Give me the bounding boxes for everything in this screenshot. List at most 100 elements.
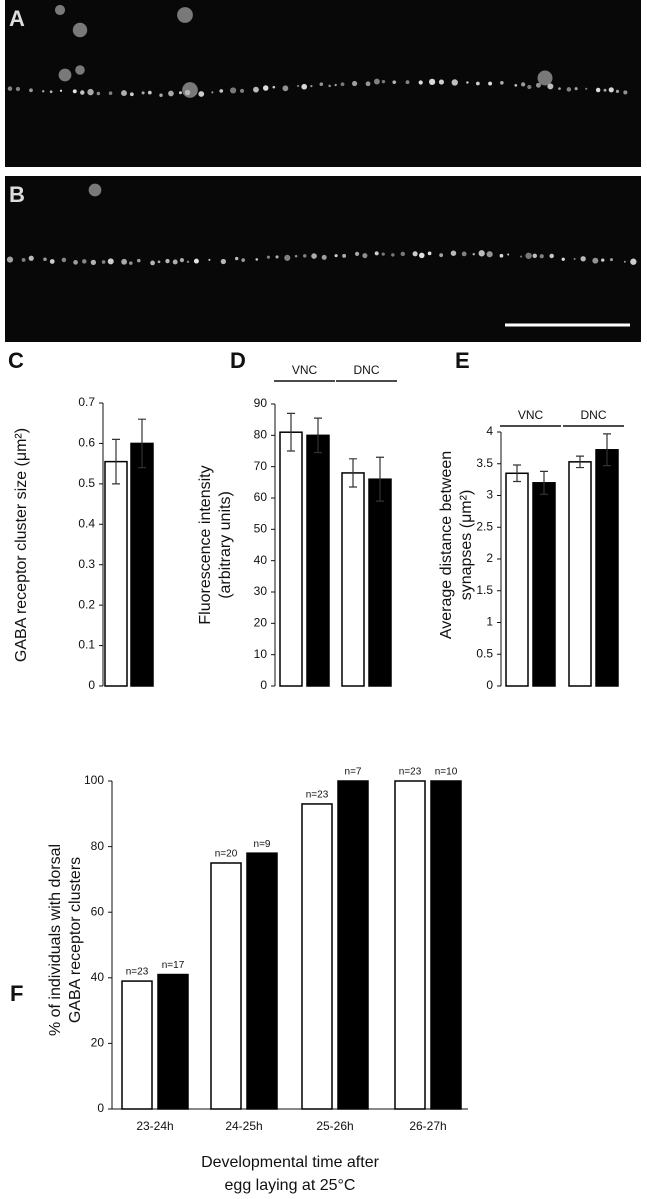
punctum	[96, 91, 101, 96]
y-tick-label: 0.3	[78, 557, 95, 571]
y-tick-label: 0	[97, 1101, 104, 1115]
y-tick-label: 3.5	[476, 456, 493, 470]
punctum	[296, 84, 300, 88]
punctum	[520, 82, 526, 87]
y-tick-label: 50	[254, 522, 268, 536]
punctum	[362, 253, 368, 259]
y-tick-label: 20	[91, 1036, 105, 1050]
y-axis-label: (arbitrary units)	[217, 491, 234, 599]
punctum	[262, 85, 269, 91]
punctum	[43, 257, 47, 262]
error-bar	[349, 458, 357, 488]
y-tick-label: 0.5	[78, 476, 95, 490]
y-tick-label: 80	[91, 839, 105, 853]
y-axis-label: Fluorescence intensity	[197, 465, 214, 624]
y-tick-label: 0.5	[476, 646, 493, 660]
bar	[210, 862, 242, 1110]
punctum	[472, 253, 475, 256]
punctum	[255, 258, 259, 261]
punctum	[211, 91, 214, 94]
punctum	[219, 89, 224, 93]
punctum	[90, 259, 97, 266]
y-tick-label: 70	[254, 459, 268, 473]
y-tick-label: 0.7	[78, 395, 95, 409]
punctum	[121, 90, 127, 97]
punctum	[427, 251, 432, 256]
punctum	[7, 86, 13, 91]
cell	[72, 22, 88, 38]
error-bar	[603, 433, 611, 467]
y-tick-label: 1	[486, 615, 493, 629]
punctum	[451, 79, 458, 86]
punctum	[282, 85, 289, 92]
x-tick-label: 24-25h	[225, 1119, 262, 1133]
panel-label: C	[8, 348, 24, 373]
punctum	[193, 258, 199, 264]
sample-size: n=10	[435, 767, 458, 778]
punctum	[42, 90, 45, 93]
punctum	[428, 78, 436, 86]
punctum	[615, 89, 620, 94]
punctum	[198, 91, 205, 97]
y-tick-label: 0	[260, 678, 267, 692]
punctum	[450, 250, 457, 256]
punctum	[566, 87, 572, 92]
y-tick-label: 2.5	[476, 519, 493, 533]
punctum	[147, 90, 152, 95]
cell	[182, 82, 198, 98]
punctum	[49, 90, 53, 94]
punctum	[21, 258, 26, 262]
y-tick-label: 0.1	[78, 638, 95, 652]
punctum	[321, 254, 327, 260]
cell	[54, 4, 66, 16]
punctum	[630, 258, 637, 265]
punctum	[82, 259, 87, 264]
y-tick-label: 100	[84, 773, 104, 787]
punctum	[547, 83, 554, 90]
bar	[157, 973, 189, 1110]
punctum	[419, 252, 425, 259]
punctum	[136, 258, 141, 263]
bar	[505, 472, 529, 687]
punctum	[535, 82, 541, 88]
error-bar	[138, 418, 146, 469]
bar	[121, 980, 153, 1110]
y-tick-label: 60	[91, 904, 105, 918]
punctum	[230, 87, 237, 94]
panel-label: A	[9, 6, 25, 31]
punctum	[328, 84, 331, 88]
punctum	[354, 251, 360, 256]
punctum	[121, 258, 128, 265]
punctum	[141, 91, 145, 95]
punctum	[275, 255, 279, 259]
punctum	[107, 258, 114, 265]
punctum	[129, 92, 134, 97]
punctum	[488, 81, 493, 86]
punctum	[608, 87, 614, 93]
y-tick-label: 1.5	[476, 583, 493, 597]
x-axis-label: egg laying at 25°C	[225, 1177, 356, 1194]
bar	[595, 449, 619, 687]
bar	[246, 852, 278, 1110]
y-tick-label: 0	[88, 678, 95, 692]
y-axis-label: GABA receptor clusters	[67, 857, 84, 1023]
punctum	[165, 258, 170, 264]
punctum	[303, 254, 307, 258]
punctum	[72, 89, 77, 94]
x-tick-label: 23-24h	[136, 1119, 173, 1133]
punctum	[412, 251, 418, 257]
punctum	[365, 81, 371, 87]
cell	[58, 68, 72, 82]
punctum	[373, 78, 380, 85]
punctum	[49, 259, 55, 264]
punctum	[342, 253, 347, 258]
cell	[75, 65, 85, 75]
punctum	[525, 252, 532, 259]
punctum	[392, 80, 397, 84]
y-axis-label: Average distance between	[438, 451, 455, 639]
punctum	[28, 255, 34, 261]
punctum	[334, 83, 337, 87]
punctum	[478, 250, 485, 257]
punctum	[486, 251, 493, 258]
y-tick-label: 60	[254, 490, 268, 504]
